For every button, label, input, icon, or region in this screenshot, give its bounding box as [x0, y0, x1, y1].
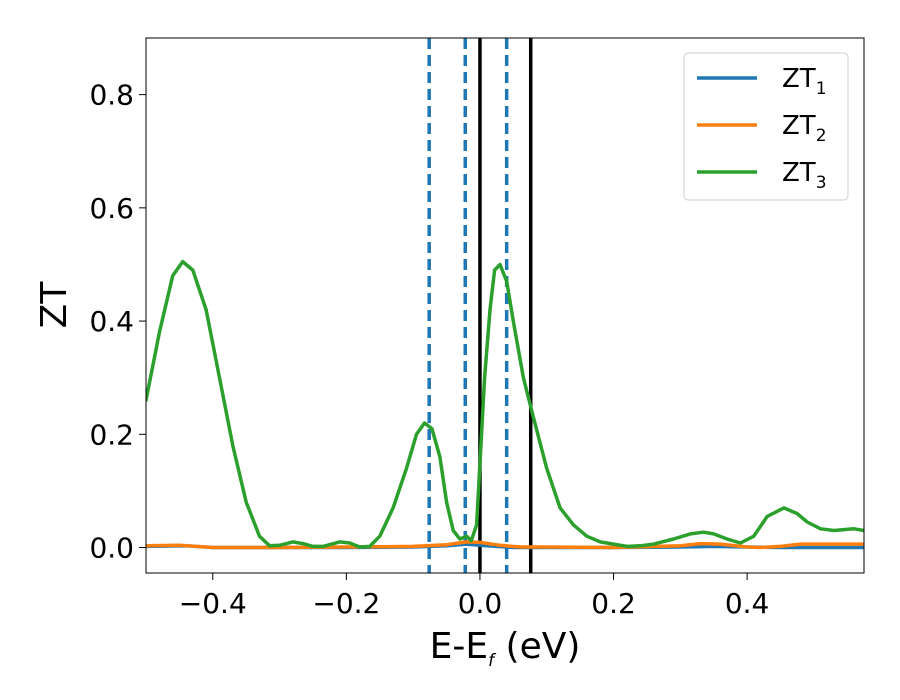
x-axis-label: E-Ef (eV) — [430, 626, 581, 671]
legend-box — [683, 52, 849, 201]
y-axis-label: ZT — [34, 281, 75, 329]
x-tick-label: 0.0 — [458, 587, 503, 620]
series-line-3 — [146, 259, 864, 549]
reference-lines — [427, 38, 533, 573]
plot-frame — [145, 37, 865, 574]
y-tick-label: 0.4 — [89, 305, 134, 338]
legend-label-1: ZT1 — [782, 64, 827, 99]
y-axis: 0.0 0.2 0.4 0.6 0.8 — [89, 79, 146, 565]
x-axis: −0.4 −0.2 0.0 0.2 0.4 — [179, 573, 770, 620]
legend: ZT1 ZT2 ZT3 — [683, 52, 849, 201]
legend-label-3: ZT3 — [782, 158, 827, 193]
series-layer — [146, 259, 864, 550]
y-tick-label: 0.0 — [89, 532, 134, 565]
x-tick-label: 0.2 — [591, 587, 636, 620]
x-tick-label: −0.4 — [179, 587, 247, 620]
x-tick-label: −0.2 — [312, 587, 380, 620]
y-tick-label: 0.8 — [89, 79, 134, 112]
legend-label-2: ZT2 — [782, 111, 827, 146]
x-tick-label: 0.4 — [725, 587, 770, 620]
y-tick-label: 0.2 — [89, 418, 134, 451]
y-tick-label: 0.6 — [89, 192, 134, 225]
